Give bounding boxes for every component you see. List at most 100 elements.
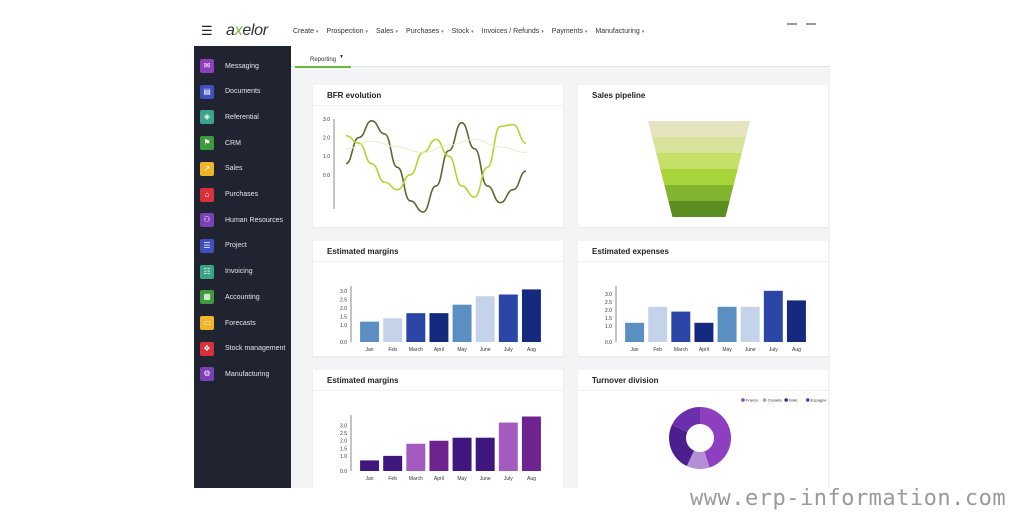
y-tick-label: 3.0 — [323, 117, 330, 123]
bar — [763, 290, 783, 342]
estimated-margins-card: Estimated margins 3.0 2.5 2.0 1.5 1.0 0.0 Jan F… — [313, 241, 563, 356]
estimated-expenses-card: Estimated expenses 3.0 2.5 2.0 1.5 1.0 0.0 Jan… — [578, 241, 828, 356]
bar — [498, 294, 518, 342]
legend-swatch — [806, 398, 810, 402]
maximize-icon[interactable] — [806, 23, 816, 25]
menu-purchases[interactable]: Purchases ▾ — [406, 28, 444, 35]
human-resources-icon: ⚇ — [200, 213, 214, 228]
tab-bar: Reporting ▼ — [291, 46, 830, 68]
bar — [740, 306, 760, 342]
messaging-icon: ✉ — [200, 59, 214, 73]
bar — [786, 300, 806, 342]
y-tick-label: 1.0 — [605, 324, 612, 330]
card-title: Estimated margins — [327, 247, 399, 256]
sidebar-item-accounting[interactable]: ▦ Accounting — [200, 289, 291, 305]
menu-payments[interactable]: Payments ▾ — [551, 28, 588, 35]
legend-label: Espagne — [811, 398, 828, 403]
caret-down-icon: ▾ — [316, 29, 319, 35]
y-tick-label: 1.0 — [323, 154, 330, 160]
sidebar-item-crm[interactable]: ⚑ CRM — [200, 135, 291, 151]
x-tick-label: June — [480, 347, 491, 353]
menu-stock[interactable]: Stock ▾ — [451, 28, 474, 35]
legend-swatch — [784, 398, 788, 402]
minimize-icon[interactable] — [787, 23, 797, 25]
x-tick-label: Jan — [366, 476, 374, 482]
funnel-stage — [648, 121, 750, 137]
card-title: Estimated margins — [327, 376, 399, 385]
sidebar-item-forecasts[interactable]: ▭ Forecasts — [200, 315, 291, 331]
y-tick-label: 0.0 — [605, 340, 612, 346]
bar — [475, 437, 495, 471]
bar — [694, 322, 714, 342]
y-tick-label: 2.0 — [323, 136, 330, 142]
hamburger-menu-icon[interactable]: ☰ — [201, 23, 213, 38]
project-icon: ☰ — [200, 238, 214, 253]
funnel-stage — [664, 185, 734, 201]
series-line-3 — [345, 138, 527, 153]
menu-sales[interactable]: Sales ▾ — [376, 28, 399, 35]
funnel-stage — [652, 137, 746, 153]
funnel-stage — [668, 201, 730, 217]
y-tick-label: 3.0 — [340, 424, 347, 430]
x-tick-label: April — [434, 347, 444, 353]
bfr-evolution-chart: 3.02.01.00.01020304050607080 — [323, 117, 527, 213]
menu-manufacturing[interactable]: Manufacturing ▾ — [595, 28, 645, 35]
documents-icon: ▤ — [200, 84, 214, 99]
y-tick-label: 1.5 — [340, 446, 347, 452]
menu-create[interactable]: Create ▾ — [293, 28, 319, 35]
bar — [521, 416, 541, 471]
caret-down-icon: ▾ — [395, 29, 399, 35]
sidebar-item-label: Invoicing — [225, 268, 253, 276]
y-tick-label: 1.0 — [340, 454, 347, 460]
y-tick-label: 3.0 — [605, 292, 612, 298]
funnel-stage — [656, 153, 742, 169]
invoicing-icon: ☷ — [200, 264, 214, 279]
bar — [429, 440, 449, 471]
x-tick-label: Aug — [792, 347, 801, 353]
estimated-margins-chart-2: 3.02.5 2.01.5 1.0 0.0 Jan Feb March April May Jun… — [340, 415, 541, 482]
sidebar-item-label: Accounting — [225, 293, 260, 301]
bar — [521, 289, 541, 342]
forecasts-icon: ▭ — [200, 316, 214, 330]
sidebar-item-stock-management[interactable]: ❖ Stock management — [200, 341, 291, 357]
caret-down-icon: ▾ — [541, 29, 544, 35]
menu-prospection[interactable]: Prospection ▾ — [326, 28, 369, 35]
sidebar-item-purchases[interactable]: ⌂ Purchases — [200, 187, 291, 203]
sidebar-item-messaging[interactable]: ✉ Messaging — [200, 58, 291, 74]
y-tick-label: 1.5 — [340, 315, 347, 321]
bfr-evolution-card: BFR evolution 3.02.01.00.010203040506070… — [313, 85, 563, 227]
sidebar-item-label: CRM — [225, 139, 241, 147]
axelor-logo[interactable]: axelor — [226, 22, 268, 39]
sidebar-item-sales[interactable]: ↗ Sales — [200, 161, 291, 177]
top-bar: ☰ axelor Create ▾ Prospection ▾ Sales ▾ Purcha… — [194, 18, 830, 47]
y-tick-label: 2.0 — [605, 308, 612, 314]
estimated-margins-card-2: Estimated margins 3.0 2.5 2.0 1.5 1.0 0.0 Jan F… — [313, 370, 563, 488]
sidebar-item-invoicing[interactable]: ☷ Invoicing — [200, 264, 291, 280]
bar — [648, 306, 668, 342]
tab-reporting[interactable]: Reporting — [295, 46, 351, 68]
sidebar-item-project[interactable]: ☰ Project — [200, 238, 291, 254]
y-tick-label: 2.5 — [340, 431, 347, 437]
tab-dropdown-icon[interactable]: ▼ — [339, 54, 344, 60]
sidebar-item-human-resources[interactable]: ⚇ Human Resources — [200, 212, 291, 228]
sidebar-item-referential[interactable]: ◈ Referential — [200, 109, 291, 125]
x-tick-label: May — [457, 347, 467, 353]
y-tick-label: 3.0 — [340, 289, 347, 295]
bar — [671, 311, 691, 342]
series-line-1 — [345, 120, 527, 213]
card-title: Sales pipeline — [592, 91, 646, 100]
referential-icon: ◈ — [200, 110, 214, 125]
sidebar-item-documents[interactable]: ▤ Documents — [200, 84, 291, 100]
x-tick-label: March — [409, 476, 423, 482]
sidebar-item-manufacturing[interactable]: ⚙ Manufacturing — [200, 366, 291, 382]
y-tick-label: 2.5 — [340, 298, 347, 304]
y-tick-label: 1.0 — [340, 323, 347, 329]
accounting-icon: ▦ — [200, 290, 214, 305]
y-tick-label: 2.0 — [340, 439, 347, 445]
x-tick-label: April — [434, 476, 444, 482]
watermark: www.erp-information.com — [690, 486, 1007, 511]
menu-invoices-refunds[interactable]: Invoices / Refunds ▾ — [481, 28, 544, 35]
legend-label: Canada — [768, 398, 783, 403]
sales-pipeline-card: Sales pipeline — [578, 85, 828, 227]
x-tick-label: June — [480, 476, 491, 482]
